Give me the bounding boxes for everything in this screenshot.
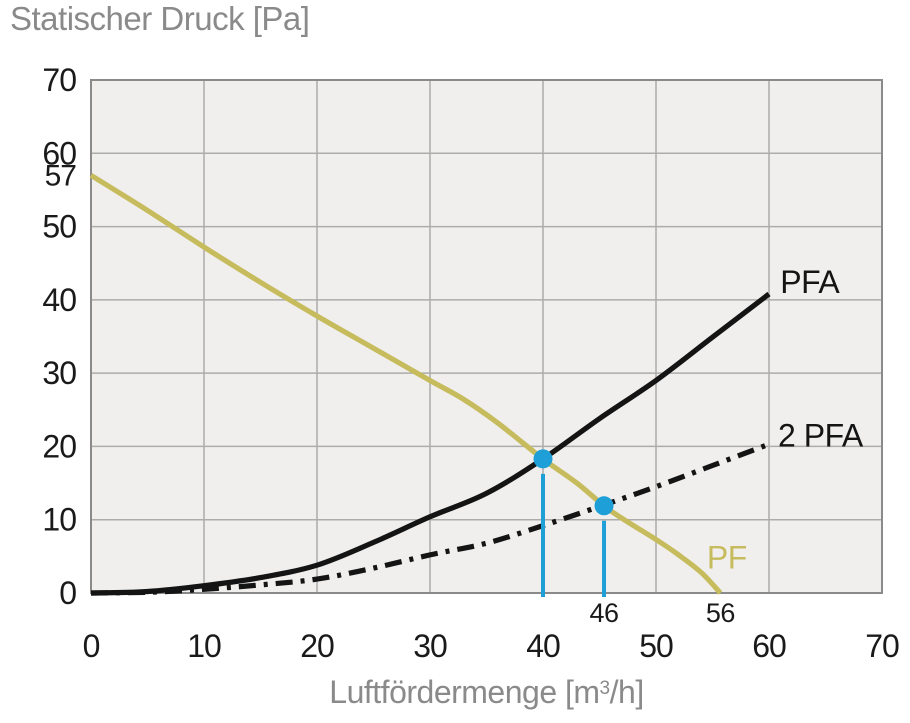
x-axis-title-text: Luftfördermenge [m	[329, 674, 600, 710]
y-tick-label: 60	[42, 135, 76, 171]
x-tick-label: 0	[83, 628, 100, 664]
y-tick-label: 40	[42, 282, 76, 318]
curve-label-pf: PF	[707, 539, 747, 575]
pf-curve	[89, 173, 723, 595]
x-tick-label: 70	[865, 628, 899, 664]
plot-background	[91, 80, 882, 593]
y-tick-label: 70	[42, 62, 76, 98]
y-tick-label: 30	[42, 355, 76, 391]
operating-point-dot	[594, 496, 614, 516]
x-tick-label: 60	[752, 628, 786, 664]
x-tick-label: 50	[639, 628, 673, 664]
x-tick-label: 30	[413, 628, 447, 664]
x-tick-label: 10	[187, 628, 221, 664]
curve-label-2pfa: 2 PFA	[778, 418, 864, 454]
operating-point-dot	[533, 449, 553, 469]
y-tick-label: 50	[42, 209, 76, 245]
x-axis-title-unit: /h]	[609, 674, 645, 710]
x-tick-label: 40	[526, 628, 560, 664]
axis-annotation-label: 56	[706, 598, 735, 628]
operating-point-flow-label: 46	[589, 598, 618, 628]
y-tick-label: 20	[42, 428, 76, 464]
y-axis-title: Statischer Druck [Pa]	[10, 0, 310, 37]
x-axis-title-superscript: 3	[599, 678, 611, 699]
y-tick-label: 0	[59, 575, 76, 611]
x-tick-label: 20	[300, 628, 334, 664]
curve-label-pfa: PFA	[780, 264, 840, 300]
y-tick-label: 10	[42, 502, 76, 538]
pfa-curve	[90, 291, 771, 596]
plot-border	[90, 79, 883, 594]
2pfa-curve	[90, 441, 770, 596]
y-extra-label: 57	[45, 159, 77, 192]
x-axis-title: Luftfördermenge [m3/h]	[91, 674, 882, 711]
